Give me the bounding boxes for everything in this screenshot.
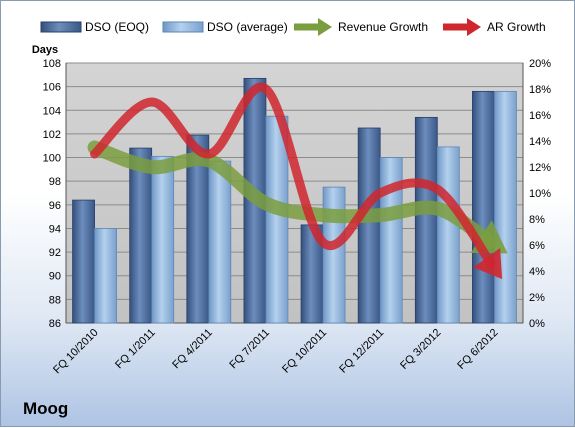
x-tick-label: FQ 4/2011 (170, 327, 215, 372)
legend-swatch (162, 21, 204, 33)
y2-tick-label: 4% (529, 266, 545, 278)
y2-tick-label: 14% (529, 136, 551, 148)
x-tick-label: FQ 1/2011 (113, 327, 158, 372)
chart-legend: DSO (EOQ) DSO (average) Revenue Growth AR G… (40, 18, 546, 36)
revenue-growth-line (87, 140, 497, 249)
y2-tick-label: 8% (529, 214, 545, 226)
y2-tick-label: 0% (529, 318, 545, 330)
legend-label: AR Growth (487, 20, 546, 34)
bar-dso-eoq (129, 147, 153, 324)
ar-growth-line (90, 82, 496, 269)
bar-dso-average (379, 157, 403, 324)
y-tick-label: 96 (49, 200, 61, 212)
x-tick-label: FQ 3/2012 (398, 327, 443, 372)
legend-label: DSO (average) (207, 20, 288, 34)
y2-tick-label: 2% (529, 292, 545, 304)
bar-dso-average (94, 228, 117, 324)
y-tick-label: 106 (43, 82, 61, 94)
x-tick-label: FQ 10/2011 (280, 327, 329, 376)
bar-dso-average (322, 186, 346, 324)
company-name: Moog (23, 399, 69, 418)
y-tick-label: 102 (43, 129, 61, 141)
bar-dso-eoq (414, 116, 438, 324)
y-axis-label: Days (32, 44, 58, 56)
y2-tick-label: 10% (529, 188, 551, 200)
y-tick-label: 98 (49, 176, 61, 188)
y2-tick-label: 16% (529, 110, 551, 122)
bar-dso-average (265, 115, 289, 324)
bar-dso-average (436, 146, 460, 324)
y-tick-label: 108 (43, 58, 61, 70)
bar-dso-average (151, 155, 175, 324)
y-tick-label: 90 (49, 271, 61, 283)
y-tick-label: 94 (49, 223, 61, 235)
y-tick-label: 92 (49, 247, 61, 259)
plot-area: 86 88 90 92 94 96 98 100 102 104 106 108 0% 2% 4% 6% 8% 1… (43, 58, 552, 376)
y2-tick-label: 18% (529, 84, 551, 96)
y2-tick-label: 6% (529, 240, 545, 252)
y2-tick-label: 12% (529, 162, 551, 174)
y-tick-label: 100 (43, 153, 61, 165)
x-tick-label: FQ 10/2010 (51, 327, 101, 377)
ar-growth-line-arrowhead (473, 248, 503, 280)
y-tick-label: 88 (49, 294, 61, 306)
bar-dso-eoq (357, 127, 381, 324)
legend-swatch (40, 21, 82, 33)
legend-label: Revenue Growth (338, 20, 428, 34)
x-tick-label: FQ 6/2012 (455, 327, 500, 372)
bar-dso-average (494, 90, 517, 324)
y-tick-label: 86 (49, 318, 61, 330)
x-tick-label: FQ 12/2011 (337, 327, 386, 376)
bar-dso-eoq (72, 199, 95, 324)
y-tick-label: 104 (43, 105, 61, 117)
legend-arrow-head (467, 18, 481, 36)
x-tick-label: FQ 7/2011 (227, 327, 272, 372)
bar-dso-average (208, 160, 232, 324)
legend-arrow-head (318, 18, 332, 36)
bar-dso-eoq (472, 90, 495, 324)
y2-tick-label: 20% (529, 58, 551, 70)
legend-label: DSO (EOQ) (85, 20, 149, 34)
